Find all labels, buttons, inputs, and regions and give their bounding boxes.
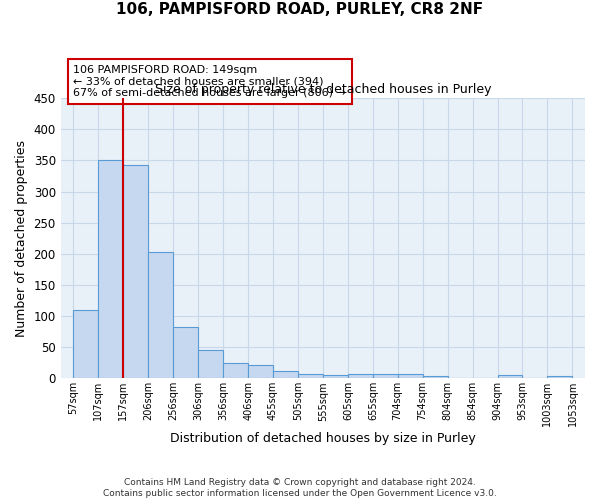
Title: Size of property relative to detached houses in Purley: Size of property relative to detached ho… — [155, 82, 491, 96]
Text: Contains HM Land Registry data © Crown copyright and database right 2024.
Contai: Contains HM Land Registry data © Crown c… — [103, 478, 497, 498]
Bar — [273, 372, 298, 378]
Bar — [298, 374, 323, 378]
Bar — [348, 374, 373, 378]
Bar — [223, 364, 248, 378]
Bar — [73, 310, 98, 378]
Bar — [323, 375, 348, 378]
Text: 106, PAMPISFORD ROAD, PURLEY, CR8 2NF: 106, PAMPISFORD ROAD, PURLEY, CR8 2NF — [116, 2, 484, 18]
Bar — [422, 376, 448, 378]
Text: 106 PAMPISFORD ROAD: 149sqm
← 33% of detached houses are smaller (394)
67% of se: 106 PAMPISFORD ROAD: 149sqm ← 33% of det… — [73, 65, 346, 98]
Bar — [173, 326, 198, 378]
Bar — [148, 252, 173, 378]
Bar — [98, 160, 124, 378]
Bar — [498, 375, 523, 378]
Bar — [373, 374, 398, 378]
Bar — [198, 350, 223, 378]
Bar — [547, 376, 572, 378]
X-axis label: Distribution of detached houses by size in Purley: Distribution of detached houses by size … — [170, 432, 476, 445]
Y-axis label: Number of detached properties: Number of detached properties — [15, 140, 28, 336]
Bar — [124, 166, 148, 378]
Bar — [398, 374, 422, 378]
Bar — [248, 364, 273, 378]
